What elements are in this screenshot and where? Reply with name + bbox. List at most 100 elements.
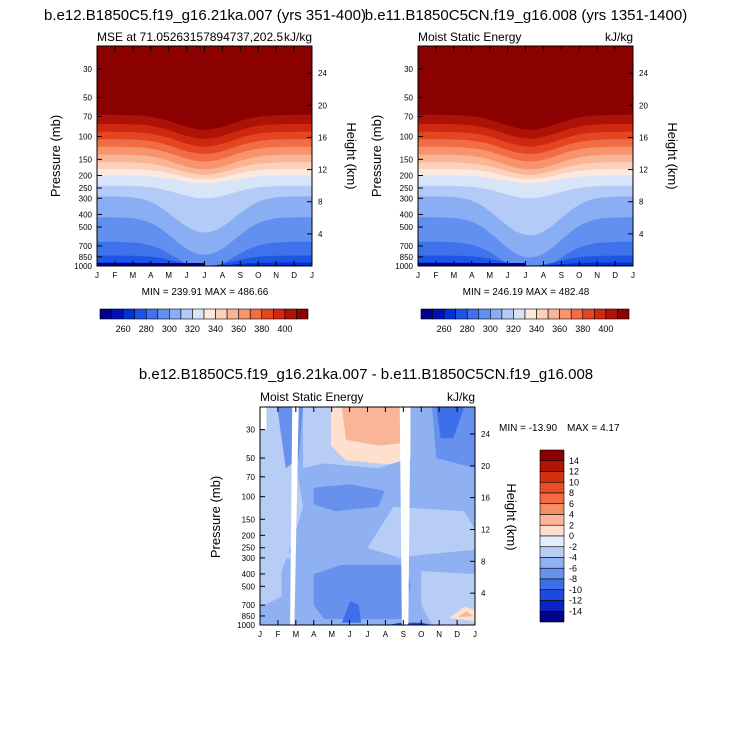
colorbar-swatch (539, 524, 565, 537)
diff-contour-region (436, 407, 465, 439)
pressure-tick-label: 500 (79, 223, 93, 232)
colorbar-swatch (420, 308, 433, 320)
x-tick-label: A (220, 271, 226, 280)
height-tick-label: 20 (318, 101, 327, 110)
height-tick-label: 24 (481, 430, 490, 439)
x-tick-label: D (454, 630, 460, 639)
colorbar-swatch (605, 308, 618, 320)
colorbar-swatch (111, 308, 124, 320)
colorbar-label: 380 (575, 324, 590, 334)
panel-a-subtitle-right: kJ/kg (284, 30, 312, 44)
colorbar-swatch (539, 449, 565, 462)
colorbar-label: 300 (483, 324, 498, 334)
panel-b: b.e11.B1850C5CN.f19_g16.008 (yrs 1351-14… (365, 7, 687, 334)
colorbar-label: 10 (569, 477, 579, 487)
colorbar-swatch (539, 610, 565, 623)
colorbar-label: 380 (254, 324, 269, 334)
colorbar-swatch (539, 546, 565, 558)
colorbar-swatch (203, 308, 216, 320)
pressure-tick-label: 150 (79, 155, 93, 164)
x-tick-label: S (238, 271, 243, 280)
pressure-tick-label: 30 (404, 65, 413, 74)
pressure-tick-label: 400 (400, 210, 414, 219)
height-tick-label: 16 (481, 494, 490, 503)
colorbar-swatch (536, 308, 549, 320)
x-tick-label: J (185, 271, 189, 280)
pressure-tick-label: 1000 (395, 262, 413, 271)
x-tick-label: S (559, 271, 564, 280)
x-tick-label: N (436, 630, 442, 639)
panel-b-colorbar: 260 280 300 320 340 360 380 400 (420, 308, 630, 334)
colorbar-swatch (192, 308, 205, 320)
x-tick-label: M (129, 271, 136, 280)
x-tick-label: A (311, 630, 317, 639)
x-tick-label: J (310, 271, 314, 280)
panel-c-ylabel-right: Height (km) (504, 483, 519, 550)
diff-contour-region (367, 506, 475, 558)
colorbar-label: 12 (569, 467, 579, 477)
colorbar-swatch (273, 308, 286, 320)
panel-b-plot-area (418, 46, 633, 266)
panel-b-ylabel: Pressure (mb) (369, 115, 384, 197)
colorbar-swatch (539, 492, 565, 505)
height-tick-label: 16 (318, 133, 327, 142)
colorbar-swatch (99, 308, 112, 320)
panel-c-plot-area (260, 407, 475, 625)
x-tick-label: M (450, 271, 457, 280)
pressure-tick-label: 850 (400, 253, 414, 262)
colorbar-swatch (539, 535, 565, 548)
colorbar-swatch (539, 567, 565, 580)
panel-b-title: b.e11.B1850C5CN.f19_g16.008 (yrs 1351-14… (365, 7, 687, 24)
x-tick-label: M (486, 271, 493, 280)
diff-contour-region (290, 407, 299, 625)
x-tick-label: J (258, 630, 262, 639)
x-tick-label: J (506, 271, 510, 280)
colorbar-swatch (261, 308, 274, 320)
colorbar-swatch (122, 308, 135, 320)
colorbar-label: 14 (569, 456, 579, 466)
height-tick-label: 8 (639, 198, 644, 207)
x-tick-label: J (366, 630, 370, 639)
pressure-tick-label: 50 (404, 94, 413, 103)
x-tick-label: O (418, 630, 424, 639)
panel-a: b.e12.B1850C5.f19_g16.21ka.007 (yrs 351-… (44, 7, 366, 334)
panel-a-title: b.e12.B1850C5.f19_g16.21ka.007 (yrs 351-… (44, 7, 366, 24)
colorbar-label: 320 (506, 324, 521, 334)
pressure-tick-label: 150 (400, 155, 414, 164)
pressure-tick-label: 30 (246, 426, 255, 435)
x-tick-label: A (383, 630, 389, 639)
colorbar-swatch (539, 503, 565, 515)
pressure-tick-label: 100 (242, 493, 256, 502)
x-tick-label: D (291, 271, 297, 280)
colorbar-swatch (284, 308, 297, 320)
diff-contour-region (341, 600, 362, 623)
diff-contour-region (399, 407, 411, 625)
x-tick-label: J (95, 271, 99, 280)
x-tick-label: M (165, 271, 172, 280)
pressure-tick-label: 850 (242, 612, 256, 621)
height-tick-label: 20 (639, 101, 648, 110)
colorbar-label: 340 (529, 324, 544, 334)
colorbar-label: 260 (437, 324, 452, 334)
colorbar-swatch (134, 308, 147, 320)
pressure-tick-label: 1000 (237, 621, 255, 630)
colorbar-label: 400 (277, 324, 292, 334)
colorbar-label: -10 (569, 585, 582, 595)
diff-contour-region (260, 407, 267, 430)
panel-b-ylabel-right: Height (km) (665, 122, 680, 189)
colorbar-label: 0 (569, 531, 574, 541)
pressure-tick-label: 700 (79, 242, 93, 251)
x-tick-label: A (148, 271, 154, 280)
x-tick-label: O (255, 271, 261, 280)
height-tick-label: 12 (639, 166, 648, 175)
colorbar-swatch (539, 514, 565, 526)
colorbar-swatch (478, 308, 491, 320)
pressure-tick-label: 400 (79, 210, 93, 219)
colorbar-swatch (145, 308, 159, 320)
x-tick-label: O (576, 271, 582, 280)
panel-c-ylabel: Pressure (mb) (208, 476, 223, 558)
pressure-tick-label: 500 (400, 223, 414, 232)
pressure-tick-label: 500 (242, 582, 256, 591)
pressure-tick-label: 700 (242, 601, 256, 610)
